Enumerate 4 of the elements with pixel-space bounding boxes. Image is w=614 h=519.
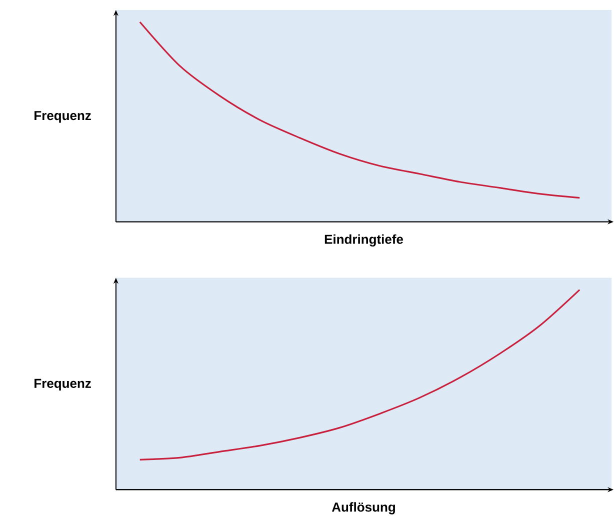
y-axis-title: Frequenz xyxy=(34,379,91,391)
y-axis-title: Frequenz xyxy=(34,111,91,123)
x-axis-title: Eindringtiefe xyxy=(324,234,403,247)
x-axis-title: Auflösung xyxy=(332,502,395,514)
